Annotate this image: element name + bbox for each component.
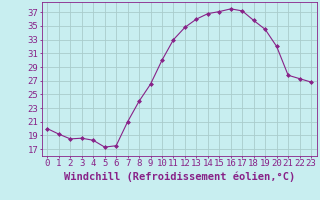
X-axis label: Windchill (Refroidissement éolien,°C): Windchill (Refroidissement éolien,°C) [64, 171, 295, 182]
